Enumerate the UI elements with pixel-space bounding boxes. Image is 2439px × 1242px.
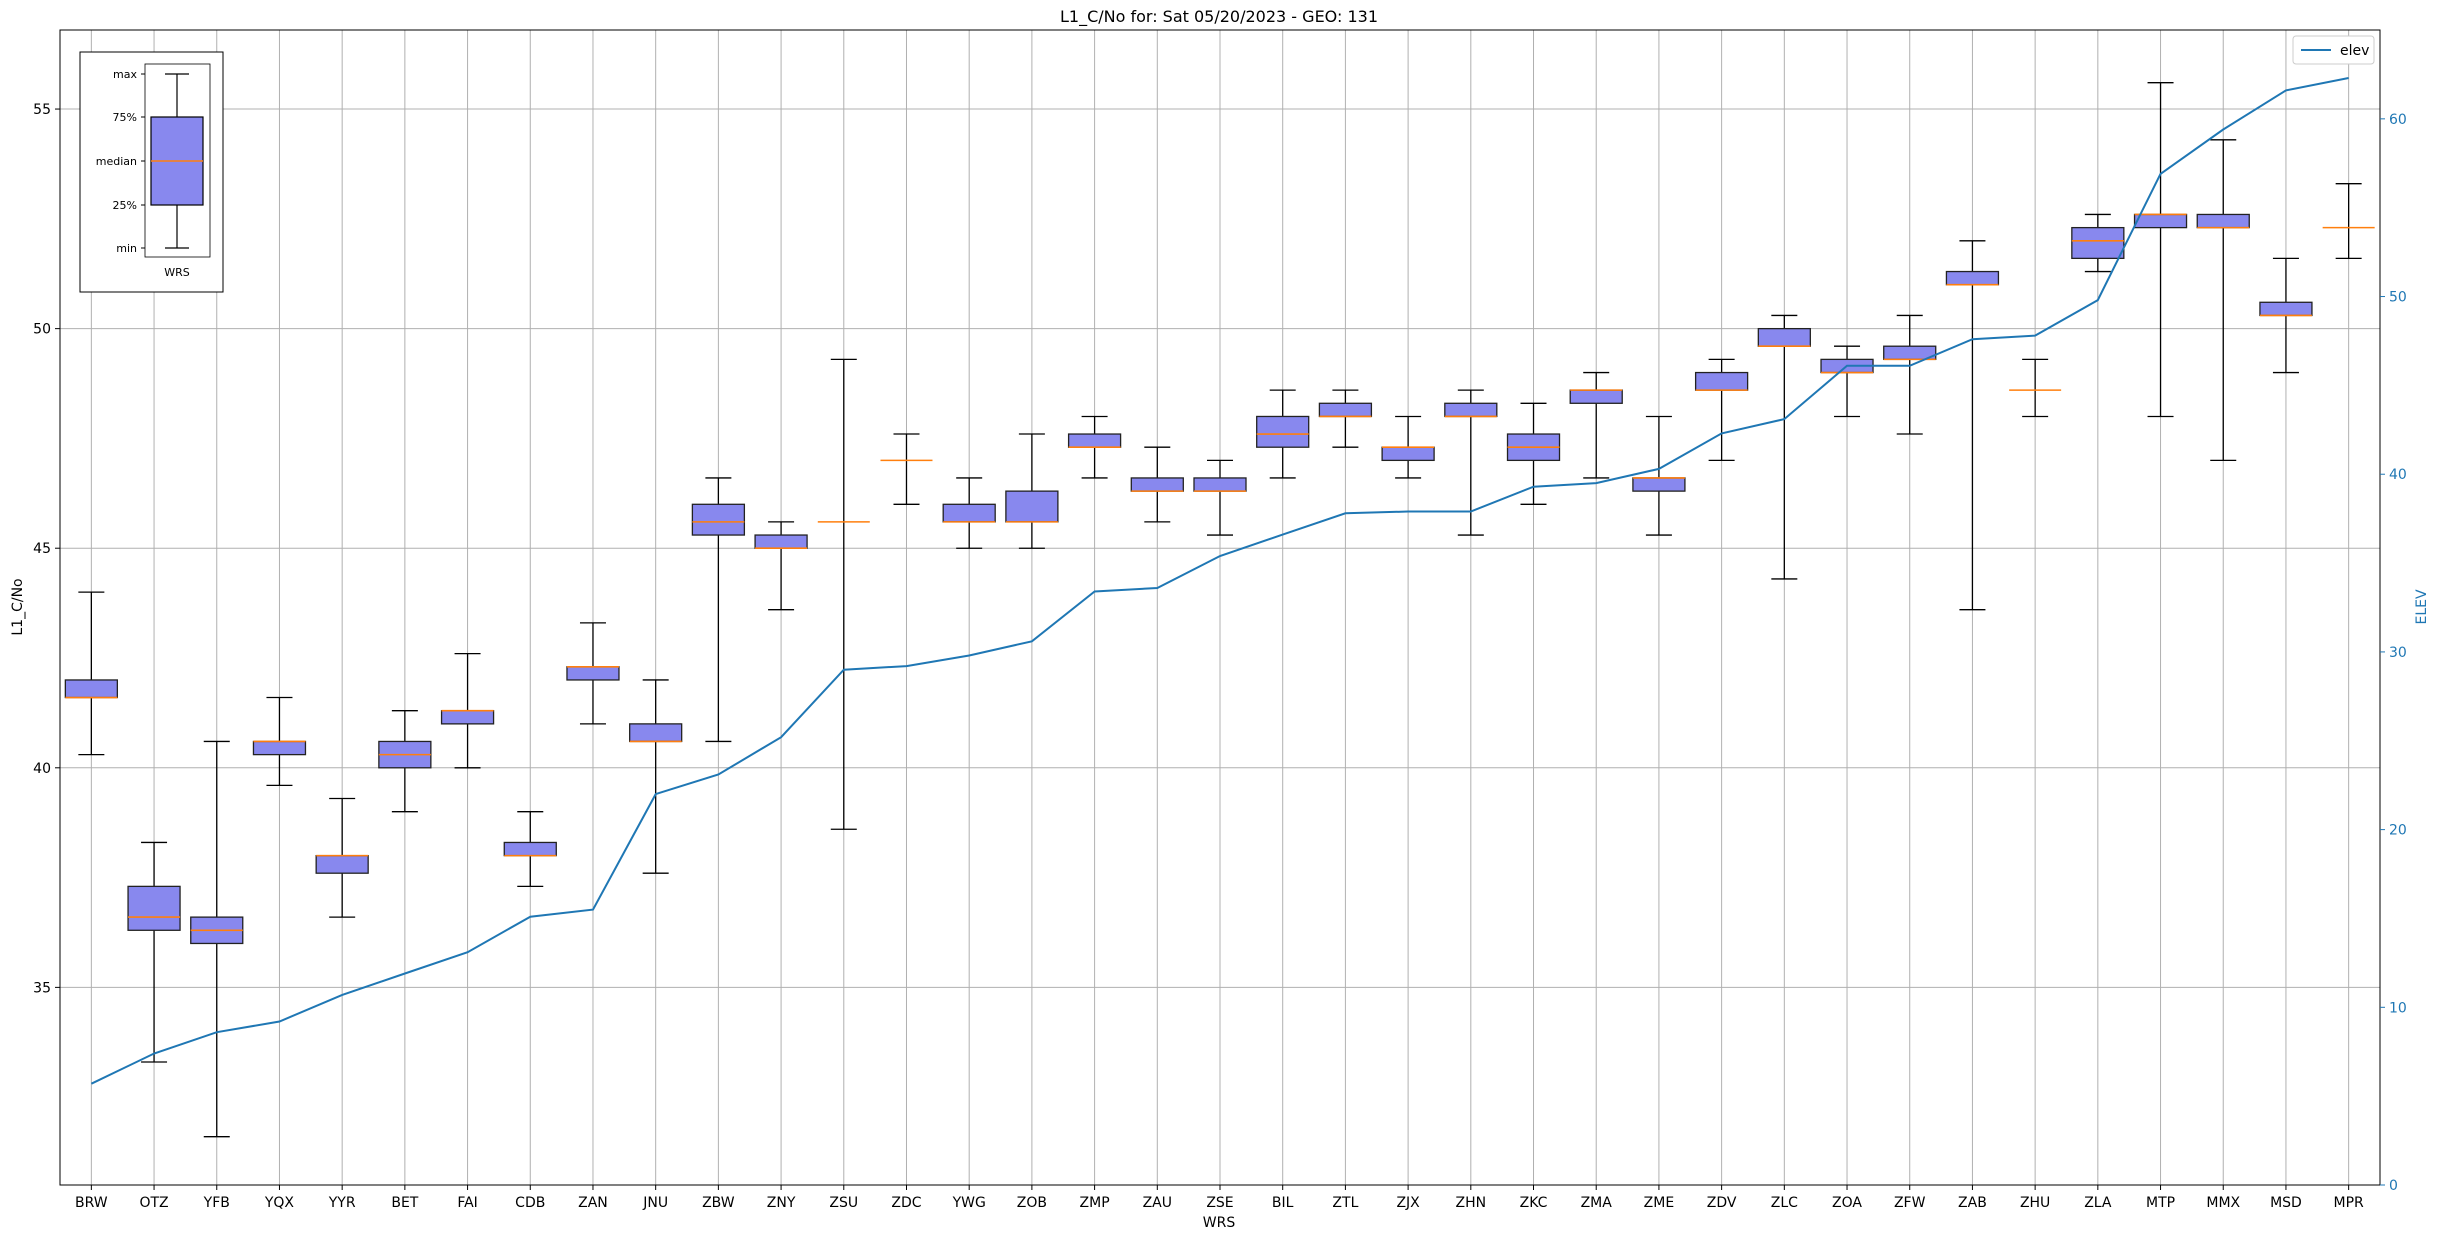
box-iqr (316, 856, 368, 874)
y-axis-label: L1_C/No (10, 578, 26, 635)
box-iqr (1257, 416, 1309, 447)
y2-tick-label: 10 (2389, 1000, 2407, 1016)
y2-tick-label: 50 (2389, 290, 2407, 306)
y-tick-label: 40 (33, 761, 51, 777)
y2-tick-label: 60 (2389, 112, 2407, 128)
x-tick-label: ZMP (1080, 1195, 1110, 1211)
x-tick-label: YQX (264, 1195, 295, 1211)
x-tick-label: ZTL (1332, 1195, 1358, 1211)
chart-title: L1_C/No for: Sat 05/20/2023 - GEO: 131 (1060, 7, 1378, 27)
inset-key: max 75% median 25% min WRS (80, 52, 223, 292)
box-iqr (1946, 272, 1998, 285)
box-iqr (504, 842, 556, 855)
box-iqr (1758, 329, 1810, 347)
x-tick-label: ZAB (1958, 1195, 1987, 1211)
y2-tick-label: 30 (2389, 645, 2407, 661)
x-tick-label: ZKC (1520, 1195, 1548, 1211)
inset-label-median: median (96, 155, 137, 168)
x-tick-label: YWG (952, 1195, 986, 1211)
x-tick-label: ZDV (1707, 1195, 1737, 1211)
x-tick-label: ZDC (891, 1195, 921, 1211)
x-tick-label: ZME (1644, 1195, 1675, 1211)
box-iqr (1382, 447, 1434, 460)
x-tick-label: ZHN (1456, 1195, 1487, 1211)
legend: elev (2293, 36, 2374, 64)
box-iqr (943, 504, 995, 522)
x-tick-label: BIL (1272, 1195, 1294, 1211)
inset-label-min: min (116, 242, 137, 255)
x-tick-label: ZFW (1894, 1195, 1926, 1211)
x-tick-label: BET (391, 1195, 418, 1211)
y-tick-label: 55 (33, 102, 51, 118)
x-tick-label: ZLC (1771, 1195, 1798, 1211)
box-iqr (692, 504, 744, 535)
x-tick-label: YFB (203, 1195, 230, 1211)
x-tick-label: ZOB (1017, 1195, 1047, 1211)
box-iqr (755, 535, 807, 548)
box-iqr (2072, 228, 2124, 259)
x-tick-label: MSD (2270, 1195, 2302, 1211)
x-tick-label: ZSU (829, 1195, 858, 1211)
y-tick-label: 50 (33, 322, 51, 338)
x-tick-label: MMX (2206, 1195, 2240, 1211)
x-tick-label: ZJX (1396, 1195, 1420, 1211)
x-tick-label: ZLA (2084, 1195, 2112, 1211)
box-iqr (567, 667, 619, 680)
box-iqr (128, 886, 180, 930)
y2-tick-label: 20 (2389, 823, 2407, 839)
box-iqr (630, 724, 682, 742)
box-iqr (442, 711, 494, 724)
box-iqr (65, 680, 117, 698)
box-iqr (1570, 390, 1622, 403)
box-iqr (253, 741, 305, 754)
x-tick-label: YYR (328, 1195, 356, 1211)
box-iqr (1194, 478, 1246, 491)
x-tick-label: ZOA (1832, 1195, 1862, 1211)
box-iqr (2260, 302, 2312, 315)
box-iqr (1069, 434, 1121, 447)
x-tick-label: JNU (642, 1195, 668, 1211)
box-iqr (2135, 214, 2187, 227)
y2-axis-label: ELEV (2414, 589, 2430, 624)
y-tick-label: 45 (33, 541, 51, 557)
x-tick-label: ZSE (1206, 1195, 1233, 1211)
inset-category-label: WRS (164, 266, 190, 279)
y-tick-label: 35 (33, 980, 51, 996)
x-tick-label: ZHU (2020, 1195, 2050, 1211)
inset-label-q3: 75% (113, 111, 137, 124)
box-iqr (1633, 478, 1685, 491)
box-iqr (1445, 403, 1497, 416)
inset-label-q1: 25% (113, 199, 137, 212)
box-iqr (1319, 403, 1371, 416)
box-iqr (2197, 214, 2249, 227)
inset-label-max: max (113, 68, 137, 81)
box-iqr (1696, 373, 1748, 391)
x-tick-label: ZAU (1143, 1195, 1172, 1211)
box-iqr (1131, 478, 1183, 491)
x-tick-label: ZMA (1581, 1195, 1613, 1211)
legend-elev-label: elev (2340, 43, 2369, 59)
x-tick-label: ZBW (702, 1195, 735, 1211)
y2-tick-label: 40 (2389, 467, 2407, 483)
x-tick-label: BRW (75, 1195, 108, 1211)
x-tick-label: MTP (2146, 1195, 2175, 1211)
x-tick-label: FAI (457, 1195, 477, 1211)
x-tick-label: OTZ (139, 1195, 168, 1211)
x-tick-label: ZAN (578, 1195, 608, 1211)
x-axis-label: WRS (1203, 1215, 1236, 1231)
x-tick-label: MPR (2334, 1195, 2365, 1211)
x-tick-label: ZNY (767, 1195, 796, 1211)
box-iqr (1006, 491, 1058, 522)
y2-tick-label: 0 (2389, 1178, 2398, 1194)
x-tick-label: CDB (515, 1195, 545, 1211)
